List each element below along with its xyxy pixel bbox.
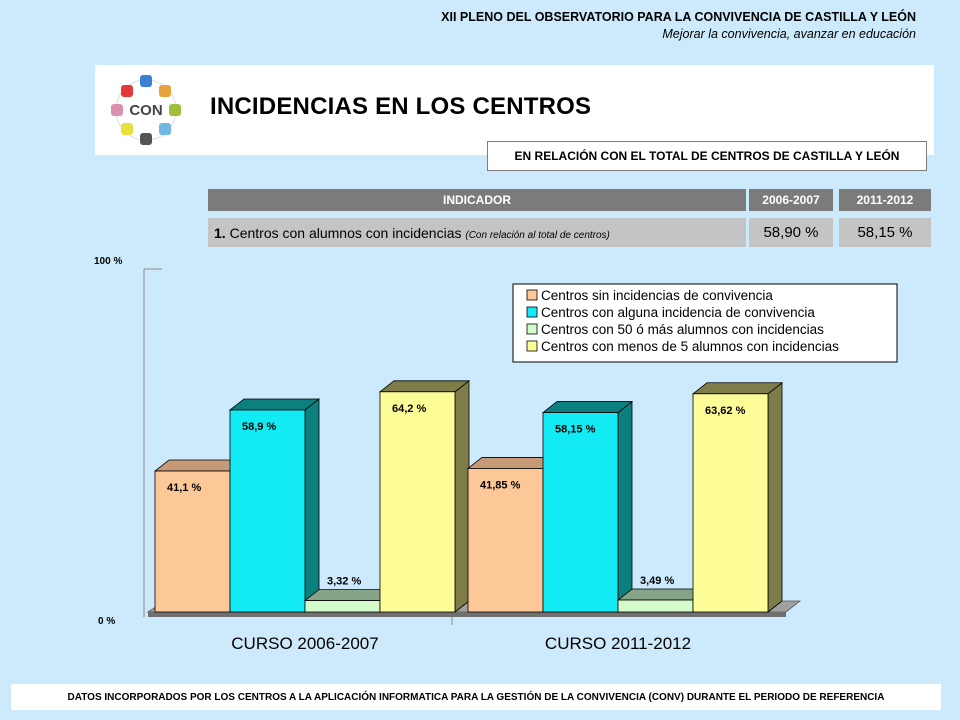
bar-top: [541, 401, 634, 413]
bar: 63,62 %: [691, 381, 784, 613]
bar-front: [304, 600, 381, 613]
header-indicator: INDICADOR: [208, 189, 746, 211]
page-title: INCIDENCIAS EN LOS CENTROS: [210, 93, 592, 120]
data-label: 58,9 %: [242, 421, 276, 433]
bar-front: [692, 393, 769, 613]
bar-front: [617, 599, 694, 613]
legend-swatch: [526, 323, 538, 335]
bar-side: [692, 588, 708, 613]
legend-label: Centros con alguna incidencia de convive…: [541, 305, 815, 320]
legend-swatch: [526, 306, 538, 318]
legend-label: Centros con 50 ó más alumnos con inciden…: [541, 322, 824, 337]
header-2011-2012: 2011-2012: [839, 189, 931, 211]
indicator-label: Centros con alumnos con incidencias: [229, 224, 462, 241]
con-logo-icon: CON: [111, 75, 181, 145]
bar: 41,1 %: [153, 459, 246, 613]
value-2011-2012: 58,15 %: [839, 218, 931, 247]
title-banner: CON INCIDENCIAS EN LOS CENTROS: [95, 65, 934, 155]
legend-label: Centros con menos de 5 alumnos con incid…: [541, 339, 839, 354]
legend-swatch: [526, 340, 538, 352]
bar: 41,85 %: [466, 456, 559, 613]
y-tick-label-100: 100 %: [94, 256, 122, 267]
bar-top: [303, 589, 396, 602]
bar-front: [467, 468, 544, 613]
bar-front: [154, 470, 231, 613]
event-subtitle: Mejorar la convivencia, avanzar en educa…: [662, 27, 916, 41]
presentation-header: XII PLENO DEL OBSERVATORIO PARA LA CONVI…: [441, 10, 916, 41]
data-label: 63,62 %: [705, 405, 746, 417]
data-source-footer: DATOS INCORPORADOS POR LOS CENTROS A LA …: [11, 684, 941, 710]
bar-top: [691, 382, 784, 395]
bar-top: [228, 398, 321, 411]
data-label: 58,15 %: [555, 424, 596, 436]
indicator-text: 1. Centros con alumnos con incidencias (…: [208, 225, 610, 241]
header-2006-2007: 2006-2007: [749, 189, 833, 211]
bar-side: [617, 400, 633, 613]
data-label: 3,49 %: [640, 575, 674, 587]
legend-box: [512, 283, 898, 363]
legend-label: Centros sin incidencias de convivencia: [541, 288, 773, 303]
category-label: CURSO 2006-2007: [231, 634, 378, 653]
logo-text: CON: [129, 102, 162, 119]
category-label: CURSO 2011-2012: [545, 634, 691, 653]
bar-top: [153, 459, 246, 472]
bar: 64,2 %: [378, 379, 471, 613]
bar-front: [229, 409, 306, 613]
indicator-number: 1.: [214, 224, 226, 241]
bar: 58,15 %: [541, 400, 634, 613]
bar-top: [616, 588, 709, 601]
indicator-cell: 1. Centros con alumnos con incidencias (…: [208, 218, 746, 247]
chart-floor-edge: [148, 612, 786, 617]
legend-swatch: [526, 289, 538, 301]
bar-top: [466, 457, 559, 469]
event-title: XII PLENO DEL OBSERVATORIO PARA LA CONVI…: [441, 10, 916, 24]
indicator-note: (Con relación al total de centros): [465, 229, 610, 241]
bar-side: [542, 456, 558, 613]
data-label: 3,32 %: [327, 576, 361, 588]
bar: 58,9 %: [228, 398, 321, 613]
chart-floor: [146, 600, 802, 613]
bar-front: [542, 412, 619, 613]
bar-side: [767, 381, 783, 613]
bar: 3,49 %: [616, 575, 709, 613]
bar-side: [304, 398, 320, 613]
value-2006-2007: 58,90 %: [749, 218, 833, 247]
data-label: 64,2 %: [392, 403, 426, 415]
bar-front: [379, 391, 456, 613]
bar: 3,32 %: [303, 576, 396, 613]
bar-top: [378, 380, 471, 393]
bar-side: [454, 379, 470, 613]
data-label: 41,85 %: [480, 479, 521, 491]
data-label: 41,1 %: [167, 482, 201, 494]
bar-side: [379, 588, 395, 613]
scope-subtitle: EN RELACIÓN CON EL TOTAL DE CENTROS DE C…: [487, 141, 927, 171]
bar-side: [229, 459, 245, 613]
y-tick-label-0: 0 %: [98, 616, 115, 627]
